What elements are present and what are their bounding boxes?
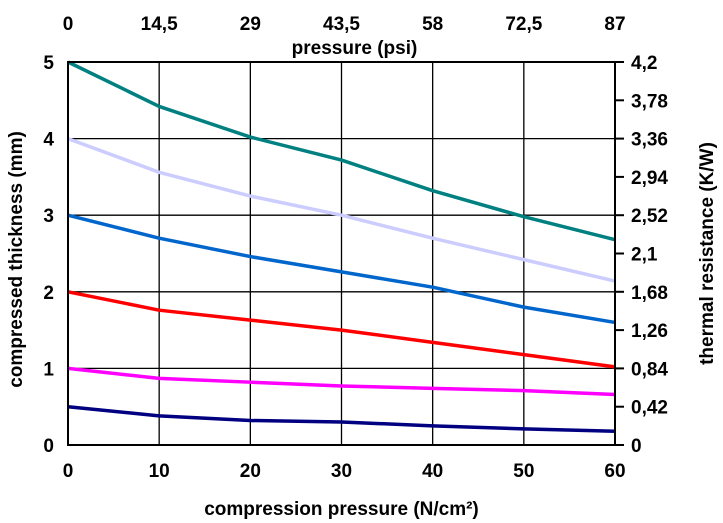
series-lines (67, 60, 616, 433)
series-line-2 (67, 136, 616, 283)
x-tick-label: 20 (240, 461, 261, 482)
x2-tick-label: 14,5 (141, 14, 178, 35)
tick-labels: 0 10 20 30 40 50 600 14,5 29 43,5 58 72,5 8701234500… (43, 14, 668, 482)
series-line-1 (67, 60, 616, 242)
y-tick-label: 2 (43, 283, 54, 304)
y-axis-label: compressed thickness (mm) (6, 131, 27, 388)
y-tick-label: 4 (43, 130, 54, 151)
x2-tick-label: 43,5 (323, 14, 360, 35)
grid (68, 62, 615, 445)
y2-tick-label: 1,68 (631, 283, 668, 304)
x-tick-label: 60 (604, 461, 625, 482)
y2-tick-label: 3,78 (631, 91, 668, 112)
x2-tick-label: 58 (422, 14, 443, 35)
x2-tick-label: 72,5 (505, 14, 542, 35)
y2-tick-label: 1,26 (631, 321, 668, 342)
y2-tick-label: 0,84 (631, 359, 668, 380)
y2-tick-label: 3,36 (631, 130, 668, 151)
y2-tick-label: 0,42 (631, 398, 668, 419)
x2-tick-label: 29 (240, 14, 261, 35)
x-tick-label: 50 (513, 461, 534, 482)
series-line-3 (67, 213, 616, 325)
y2-axis-label: thermal resistance (K/W) (697, 142, 718, 365)
series-line-5 (67, 366, 616, 397)
y-tick-label: 3 (43, 206, 54, 227)
y2-tick-label: 2,52 (631, 206, 668, 227)
x2-tick-label: 0 (63, 14, 74, 35)
x-tick-label: 0 (63, 461, 74, 482)
y-tick-label: 0 (43, 436, 54, 457)
x-tick-label: 40 (422, 461, 443, 482)
y-tick-label: 1 (43, 359, 54, 380)
x2-axis-label: pressure (psi) (292, 38, 418, 59)
y2-tick-label: 2,1 (631, 245, 658, 266)
x2-tick-label: 87 (604, 14, 625, 35)
series-line-6 (67, 404, 616, 433)
y2-tick-label: 0 (631, 436, 642, 457)
x-axis-label: compression pressure (N/cm²) (204, 499, 479, 520)
x-tick-label: 10 (149, 461, 170, 482)
y2-tick-label: 2,94 (631, 168, 668, 189)
y2-tick-label: 4,2 (631, 53, 657, 74)
x-tick-label: 30 (331, 461, 352, 482)
y-tick-label: 5 (43, 53, 54, 74)
series-line-4 (67, 290, 616, 369)
